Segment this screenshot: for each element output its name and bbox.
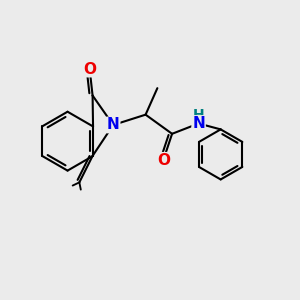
Text: N: N <box>192 116 205 131</box>
Text: O: O <box>83 61 96 76</box>
Text: O: O <box>157 153 170 168</box>
Text: H: H <box>193 108 204 122</box>
Text: N: N <box>107 118 120 133</box>
